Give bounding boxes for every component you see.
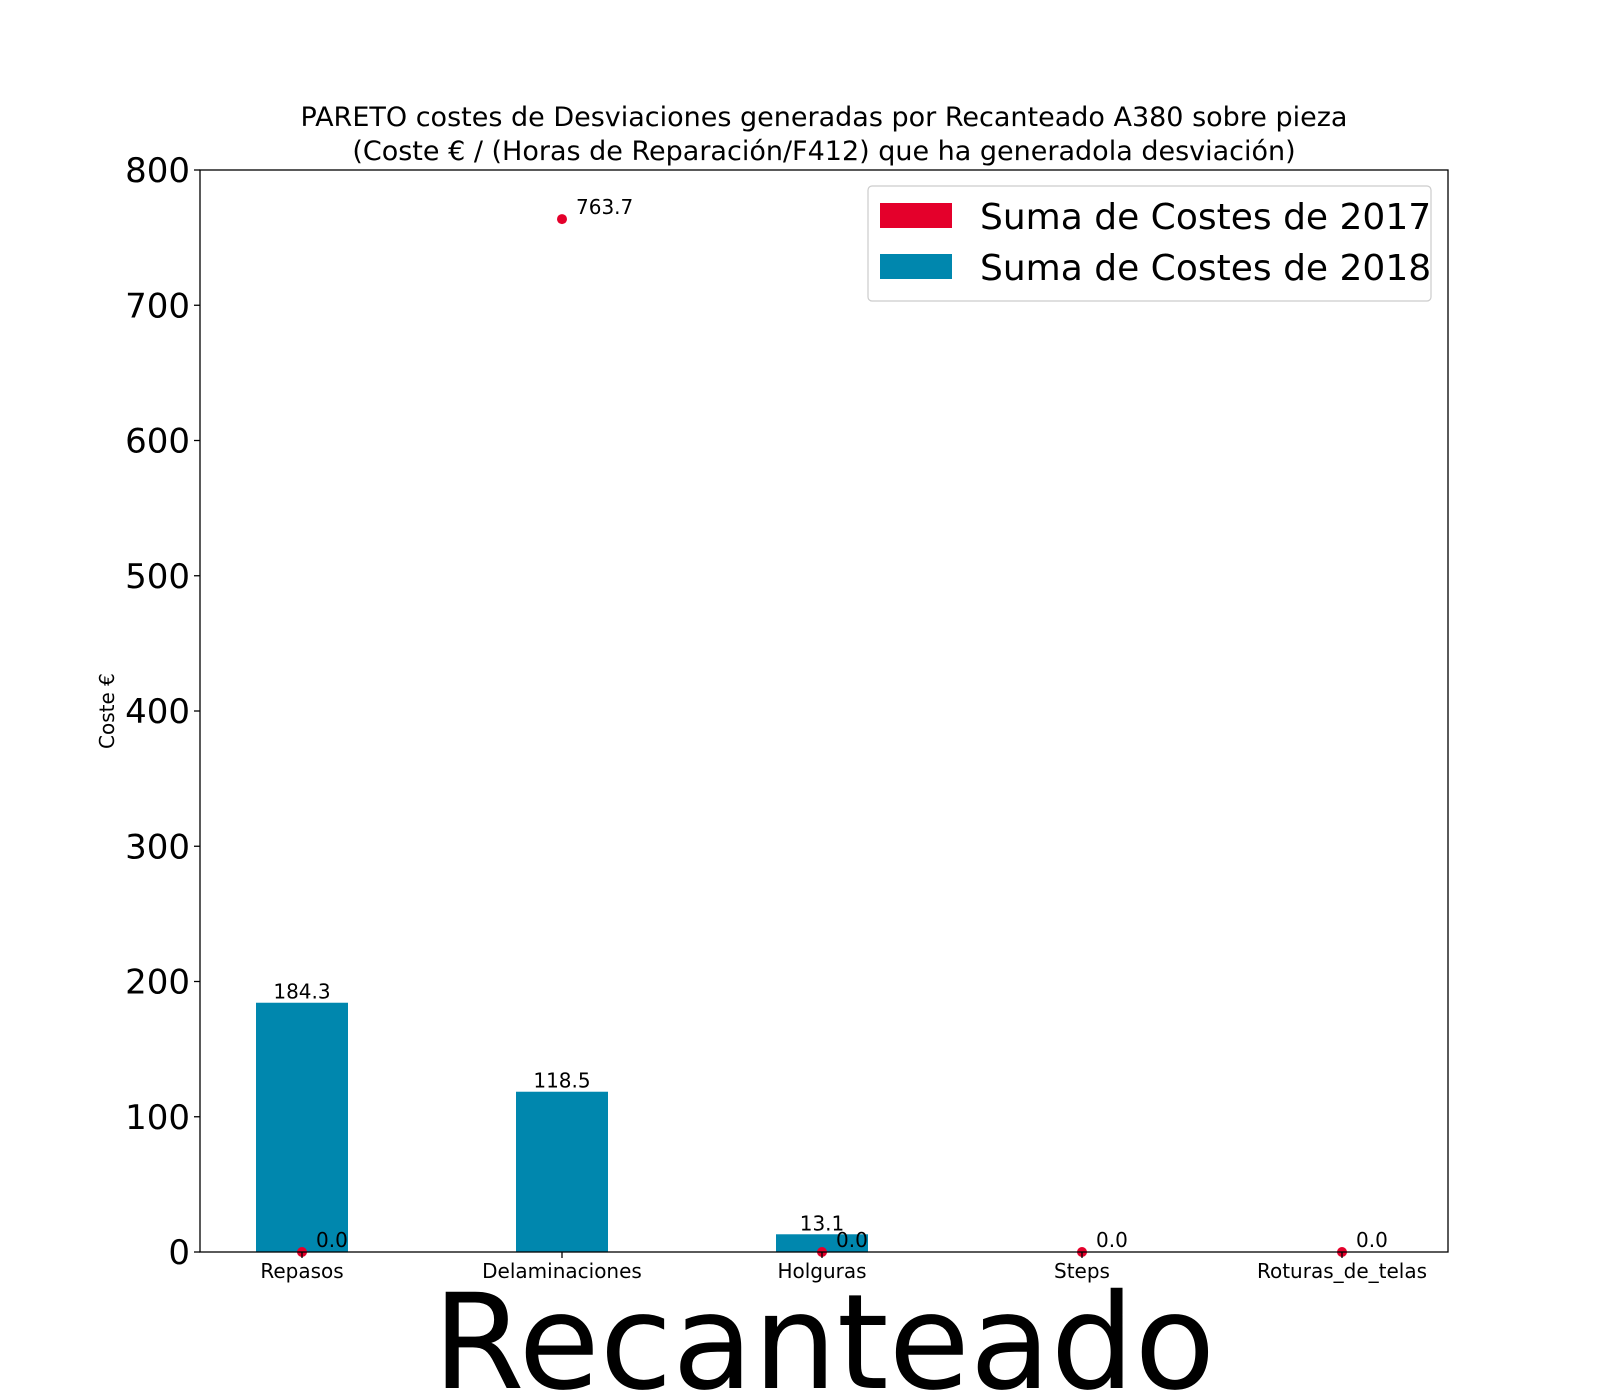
y-tick-label: 200 xyxy=(125,963,190,1003)
legend-frame xyxy=(867,185,1432,302)
y-tick-label: 300 xyxy=(125,827,190,867)
y-tick-label: 600 xyxy=(125,422,190,462)
y-axis: 0 100 200 300 400 500 600 700 800 xyxy=(125,151,200,1273)
y-tick-label: 800 xyxy=(125,151,190,191)
legend-swatch-2018 xyxy=(880,254,952,279)
legend: Suma de Costes de 2017 Suma de Costes de… xyxy=(867,185,1432,302)
legend-label-2017: Suma de Costes de 2017 xyxy=(980,197,1431,238)
x-tick-label-steps: Steps xyxy=(1054,1259,1110,1283)
legend-swatch-2017 xyxy=(880,203,952,228)
bar-value-label-repasos: 184.3 xyxy=(273,980,330,1004)
point-value-label-repasos: 0.0 xyxy=(316,1228,348,1252)
bar-value-label-delaminaciones: 118.5 xyxy=(533,1069,590,1093)
point-delaminaciones xyxy=(557,214,567,225)
x-tick-label-delaminaciones: Delaminaciones xyxy=(482,1259,642,1283)
x-tick-label-holguras: Holguras xyxy=(777,1259,866,1283)
y-tick-label: 100 xyxy=(125,1098,190,1138)
x-axis: Repasos Delaminaciones Holguras Steps Rotura… xyxy=(260,1252,1427,1283)
y-tick-label: 400 xyxy=(125,692,190,732)
bar-repasos xyxy=(256,1002,348,1252)
bar-holguras xyxy=(776,1234,868,1252)
chart-title-line-1: PARETO costes de Desviaciones generadas … xyxy=(301,102,1348,133)
x-tick-label-repasos: Repasos xyxy=(260,1259,343,1283)
y-tick-label: 0 xyxy=(168,1233,190,1273)
y-tick-label: 700 xyxy=(125,286,190,326)
x-axis-label: Recanteado xyxy=(433,1266,1216,1400)
bar-delaminaciones xyxy=(516,1091,608,1252)
legend-label-2018: Suma de Costes de 2018 xyxy=(980,248,1431,289)
point-labels-layer: 0.0 763.7 0.0 0.0 0.0 xyxy=(316,195,1388,1252)
y-tick-label: 500 xyxy=(125,557,190,597)
x-tick-label-roturas_de_telas: Roturas_de_telas xyxy=(1257,1259,1427,1283)
point-value-label-roturas_de_telas: 0.0 xyxy=(1356,1228,1388,1252)
chart-title-line-2: (Coste € / (Horas de Reparación/F412) qu… xyxy=(352,136,1295,167)
bar-series-layer xyxy=(256,1002,868,1252)
y-axis-label: Coste € xyxy=(95,673,119,749)
point-value-label-holguras: 0.0 xyxy=(836,1228,868,1252)
bar-labels-layer: 184.3 118.5 13.1 xyxy=(273,980,844,1236)
bar-value-label-holguras: 13.1 xyxy=(800,1211,845,1235)
point-value-label-delaminaciones: 763.7 xyxy=(576,195,633,219)
point-value-label-steps: 0.0 xyxy=(1096,1228,1128,1252)
